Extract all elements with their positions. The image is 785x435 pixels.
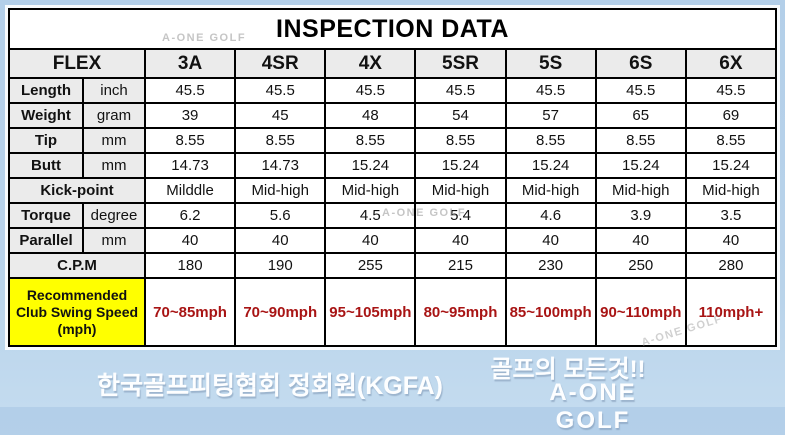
table-cell-value: 40 — [686, 229, 775, 252]
table-cell-value: 15.24 — [506, 154, 595, 177]
col-header-4X: 4X — [326, 50, 415, 77]
table-cell-value: 6.2 — [146, 204, 235, 227]
col-header-6X: 6X — [686, 50, 775, 77]
row-label: Tip — [10, 129, 82, 152]
table-cell-value: 255 — [326, 254, 415, 277]
speed-row-label-line: Recommended — [26, 286, 128, 303]
row-label: Torque — [10, 204, 82, 227]
table-cell-value: 215 — [416, 254, 505, 277]
table-cell-value: 45.5 — [326, 79, 415, 102]
table-cell-value: 15.24 — [686, 154, 775, 177]
speed-row-label-line: (mph) — [57, 320, 97, 337]
row-unit: mm — [84, 154, 144, 177]
table-cell-value: 45.5 — [506, 79, 595, 102]
row-unit: inch — [84, 79, 144, 102]
table-cell-value: 15.24 — [416, 154, 505, 177]
col-header-5SR: 5SR — [416, 50, 505, 77]
speed-value: 70~90mph — [236, 279, 325, 345]
table-cell-value: 3.9 — [596, 204, 685, 227]
row-label: Butt — [10, 154, 82, 177]
table-cell-value: 280 — [686, 254, 775, 277]
table-cell-value: Mid-high — [326, 179, 415, 202]
table-cell-value: 39 — [146, 104, 235, 127]
row-label: C.P.M — [10, 254, 144, 277]
inspection-table: INSPECTION DATA FLEX 3A 4SR 4X 5SR 5S 6S 6X Leng… — [5, 5, 780, 350]
speed-value: 80~95mph — [416, 279, 505, 345]
table-cell-value: 8.55 — [236, 129, 325, 152]
speed-value: 90~110mph — [596, 279, 685, 345]
speed-value: 110mph+ — [686, 279, 775, 345]
table-cell-value: Mid-high — [596, 179, 685, 202]
table-cell-value: Milddle — [146, 179, 235, 202]
table-cell-value: 15.24 — [326, 154, 415, 177]
speed-row-label-line: Club Swing Speed — [15, 303, 139, 320]
table-cell-value: Mid-high — [686, 179, 775, 202]
table-cell-value: 8.55 — [506, 129, 595, 152]
col-header-6S: 6S — [596, 50, 685, 77]
table-cell-value: 4.5 — [326, 204, 415, 227]
footer-kgfa-text: 한국골프피팅협회 정회원(KGFA) — [96, 372, 444, 400]
row-unit: gram — [84, 104, 144, 127]
row-unit: degree — [84, 204, 144, 227]
row-unit: mm — [84, 129, 144, 152]
footer-slogan-text: 골프의 모든것!! — [490, 356, 646, 383]
table-cell-value: 14.73 — [236, 154, 325, 177]
table-cell-value: 15.24 — [596, 154, 685, 177]
table-cell-value: 69 — [686, 104, 775, 127]
table-cell-value: 40 — [326, 229, 415, 252]
table-cell-value: 250 — [596, 254, 685, 277]
col-header-3A: 3A — [146, 50, 235, 77]
table-cell-value: Mid-high — [236, 179, 325, 202]
inspection-grid: INSPECTION DATA FLEX 3A 4SR 4X 5SR 5S 6S 6X Leng… — [10, 10, 775, 345]
table-cell-value: 45.5 — [686, 79, 775, 102]
table-cell-value: 5.6 — [236, 204, 325, 227]
table-cell-value: 45 — [236, 104, 325, 127]
table-cell-value: 180 — [146, 254, 235, 277]
row-unit: mm — [84, 229, 144, 252]
table-title: INSPECTION DATA — [10, 10, 775, 48]
footer-brand-text: A-ONE GOLF — [549, 379, 637, 434]
table-cell-value: 45.5 — [596, 79, 685, 102]
table-cell-value: 45.5 — [146, 79, 235, 102]
table-cell-value: 40 — [236, 229, 325, 252]
row-label: Kick-point — [10, 179, 144, 202]
table-cell-value: 8.55 — [686, 129, 775, 152]
speed-value: 85~100mph — [506, 279, 595, 345]
col-header-5S: 5S — [506, 50, 595, 77]
table-cell-value: 40 — [146, 229, 235, 252]
col-header-4SR: 4SR — [236, 50, 325, 77]
flex-header: FLEX — [10, 50, 144, 77]
table-cell-value: 14.73 — [146, 154, 235, 177]
table-cell-value: 5.4 — [416, 204, 505, 227]
speed-row-label: Recommended Club Swing Speed (mph) — [10, 279, 144, 345]
table-cell-value: 54 — [416, 104, 505, 127]
row-label: Parallel — [10, 229, 82, 252]
table-cell-value: 40 — [596, 229, 685, 252]
table-cell-value: Mid-high — [506, 179, 595, 202]
table-cell-value: 57 — [506, 104, 595, 127]
table-cell-value: 65 — [596, 104, 685, 127]
table-cell-value: 48 — [326, 104, 415, 127]
row-label: Weight — [10, 104, 82, 127]
table-cell-value: 40 — [416, 229, 505, 252]
table-cell-value: 8.55 — [146, 129, 235, 152]
table-cell-value: 230 — [506, 254, 595, 277]
speed-value: 95~105mph — [326, 279, 415, 345]
speed-value: 70~85mph — [146, 279, 235, 345]
table-cell-value: 8.55 — [326, 129, 415, 152]
table-cell-value: 45.5 — [236, 79, 325, 102]
table-cell-value: 4.6 — [506, 204, 595, 227]
table-cell-value: 190 — [236, 254, 325, 277]
row-label: Length — [10, 79, 82, 102]
table-cell-value: 40 — [506, 229, 595, 252]
table-cell-value: 8.55 — [416, 129, 505, 152]
table-cell-value: 45.5 — [416, 79, 505, 102]
table-cell-value: Mid-high — [416, 179, 505, 202]
table-cell-value: 3.5 — [686, 204, 775, 227]
table-cell-value: 8.55 — [596, 129, 685, 152]
